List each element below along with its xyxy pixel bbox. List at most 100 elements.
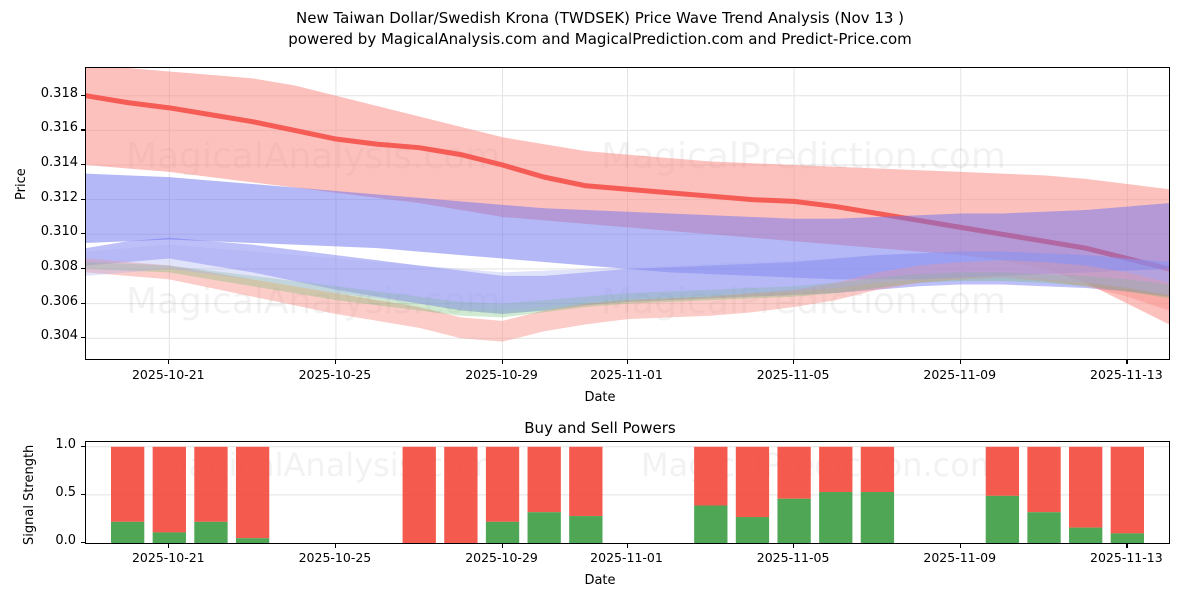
signal-x-tickmark: [793, 544, 795, 548]
signal-x-tickmark: [168, 544, 170, 548]
sell-power-bar: [194, 446, 228, 522]
signal-x-tick-label: 2025-10-29: [465, 550, 538, 565]
signal-x-tick-label: 2025-11-05: [756, 550, 830, 565]
buy-power-bar: [985, 495, 1020, 543]
buy-power-bar: [777, 498, 811, 543]
signal-y-tickmark: [81, 445, 85, 447]
buy-power-bar: [110, 521, 145, 543]
price-wave-chart: MagicalAnalysis.com MagicalPrediction.com…: [85, 67, 1170, 360]
main-x-tickmark: [168, 360, 170, 364]
sell-power-bar: [152, 446, 186, 533]
main-x-tick-label: 2025-11-13: [1090, 367, 1163, 382]
price-wave-svg: MagicalAnalysis.com MagicalPrediction.com…: [86, 68, 1169, 359]
price-band-3: [86, 237, 1169, 314]
sell-power-bar: [860, 446, 895, 493]
signal-y-tickmark: [81, 542, 85, 544]
main-x-tick-label: 2025-11-01: [590, 367, 663, 382]
signal-x-tickmark: [1126, 544, 1128, 548]
price-band-0: [86, 68, 1169, 325]
sell-power-bar: [1110, 446, 1144, 534]
buy-power-bar: [485, 521, 520, 543]
main-y-tickmark: [81, 233, 85, 235]
main-y-tick-label: 0.316: [40, 120, 78, 136]
buy-power-bar: [694, 505, 728, 543]
signal-y-tickmark: [81, 493, 85, 496]
sell-power-bar: [819, 446, 853, 493]
main-y-tickmark: [81, 129, 85, 131]
price-band-2: [86, 173, 1169, 280]
buy-power-bar: [235, 538, 270, 543]
main-y-axis-label: Price: [14, 168, 29, 200]
main-x-tick-label: 2025-10-21: [131, 367, 205, 382]
sell-power-bar: [569, 446, 603, 517]
buy-power-bar: [735, 517, 770, 543]
main-y-tick-label: 0.306: [40, 293, 78, 309]
price-band-5: [86, 262, 1169, 318]
sell-power-bar: [1027, 446, 1061, 513]
sell-power-bar: [985, 446, 1020, 496]
signal-y-tick-label: 0.5: [55, 484, 76, 500]
buy-power-bar: [819, 492, 853, 543]
main-y-tick-label: 0.308: [40, 258, 78, 274]
watermark-prediction-2: MagicalPrediction.com: [601, 281, 1006, 322]
sell-power-bar: [485, 446, 520, 522]
sell-power-bar: [1069, 446, 1103, 528]
signal-chart-title: Buy and Sell Powers: [524, 419, 676, 437]
signal-y-axis-label: Signal Strength: [22, 444, 37, 545]
main-y-tick-label: 0.314: [40, 155, 78, 170]
signal-x-tickmark: [626, 544, 628, 548]
title-line-2: powered by MagicalAnalysis.com and Magic…: [288, 30, 912, 48]
main-y-tick-label: 0.312: [40, 189, 78, 205]
page-title: New Taiwan Dollar/Swedish Krona (TWDSEK)…: [0, 8, 1200, 50]
buy-power-bar: [569, 516, 603, 543]
signal-y-tick-label: 0.0: [55, 533, 76, 548]
main-x-tickmark: [626, 360, 628, 364]
signal-x-tick-label: 2025-11-09: [923, 550, 997, 565]
signal-x-tickmark: [334, 544, 337, 548]
buy-power-bar: [152, 532, 186, 543]
sell-power-bar: [735, 446, 770, 518]
main-x-tick-label: 2025-10-25: [298, 367, 372, 382]
main-x-tick-label: 2025-11-09: [923, 367, 997, 382]
main-y-tickmark: [81, 267, 85, 270]
signal-y-tick-label: 1.0: [55, 436, 76, 452]
signal-x-axis-label: Date: [584, 573, 616, 588]
price-band-4: [86, 258, 1169, 342]
buy-power-bar: [1110, 533, 1144, 543]
main-x-axis-label: Date: [584, 390, 616, 405]
main-y-tick-label: 0.310: [40, 224, 78, 240]
main-y-tickmark: [81, 337, 85, 339]
main-y-tick-label: 0.318: [40, 85, 78, 101]
buy-power-bar: [1069, 527, 1103, 543]
buy-power-bar: [194, 521, 228, 543]
sell-power-bar: [444, 446, 478, 543]
main-x-tickmark: [959, 360, 961, 364]
main-y-tick-label: 0.304: [40, 328, 78, 344]
buy-power-bar: [527, 512, 561, 543]
main-x-tickmark: [334, 360, 337, 364]
main-x-tickmark: [1126, 360, 1128, 364]
main-x-tickmark: [501, 360, 503, 364]
sell-power-bar: [777, 446, 811, 499]
main-y-tickmark: [81, 198, 85, 200]
sell-power-bar: [110, 446, 145, 522]
title-line-1: New Taiwan Dollar/Swedish Krona (TWDSEK)…: [296, 9, 904, 27]
signal-x-tick-label: 2025-11-13: [1090, 550, 1163, 565]
sell-power-bar: [694, 446, 728, 506]
main-x-tick-label: 2025-11-05: [756, 367, 830, 382]
main-y-tickmark: [81, 94, 85, 96]
price-band-6: [86, 244, 1169, 311]
main-x-tick-label: 2025-10-29: [465, 367, 538, 382]
main-y-tickmark: [81, 302, 85, 304]
buy-power-bar: [860, 492, 895, 543]
signal-x-tickmark: [501, 544, 503, 548]
signal-x-tick-label: 2025-11-01: [590, 550, 663, 565]
signal-x-tickmark: [959, 544, 961, 548]
signal-x-tick-label: 2025-10-25: [298, 550, 372, 565]
sell-power-bar: [402, 446, 436, 543]
buy-power-bar: [1027, 512, 1061, 543]
watermark-analysis-2: MagicalAnalysis.com: [126, 281, 500, 322]
